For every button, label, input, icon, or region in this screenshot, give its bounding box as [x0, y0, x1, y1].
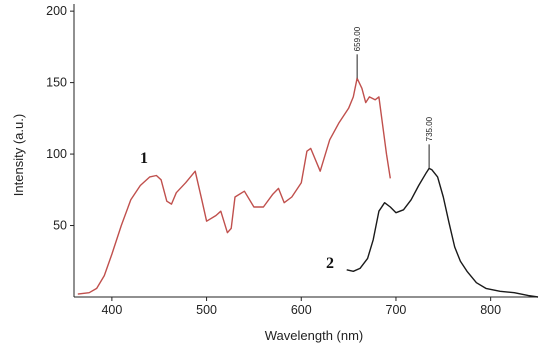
y-tick-label: 50 — [53, 219, 67, 233]
y-tick-label: 200 — [46, 4, 67, 18]
series-1-label: 1 — [140, 150, 148, 167]
y-axis-title: Intensity (a.u.) — [11, 114, 26, 196]
x-tick-label: 600 — [291, 303, 312, 317]
y-tick-label: 150 — [46, 76, 67, 90]
series-2-label: 2 — [326, 255, 334, 272]
x-axis-title: Wavelength (nm) — [265, 328, 364, 343]
series-1-line — [77, 77, 391, 295]
x-tick-label: 500 — [196, 303, 217, 317]
series-2-line — [346, 167, 539, 298]
y-axis-ticks: 50 100 150 200 — [46, 4, 74, 233]
x-tick-label: 800 — [480, 303, 501, 317]
x-axis-ticks: 400 500 600 700 800 — [101, 297, 501, 317]
peak-label-1: 659.00 — [353, 26, 362, 51]
peak-label-2: 735.00 — [425, 116, 434, 141]
x-tick-label: 400 — [101, 303, 122, 317]
series-layer: 659.00 735.00 — [77, 26, 539, 298]
y-tick-label: 100 — [46, 147, 67, 161]
x-tick-label: 700 — [386, 303, 407, 317]
